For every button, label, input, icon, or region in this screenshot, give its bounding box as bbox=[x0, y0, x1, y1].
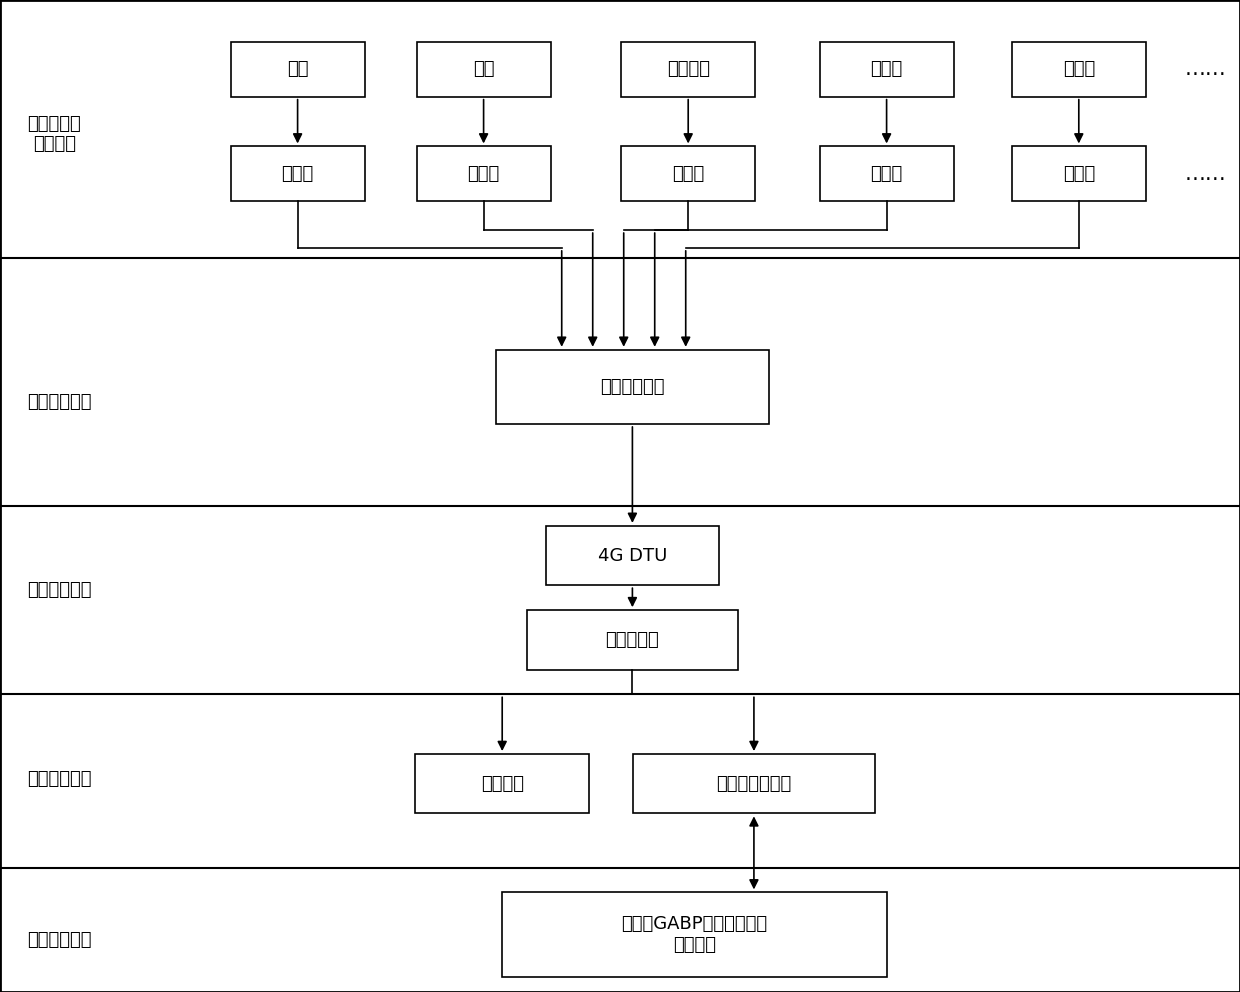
Text: 温湿度: 温湿度 bbox=[870, 61, 903, 78]
Text: 手机监测: 手机监测 bbox=[481, 775, 523, 793]
FancyBboxPatch shape bbox=[820, 146, 954, 200]
FancyBboxPatch shape bbox=[417, 146, 551, 200]
Text: 数据采集模块: 数据采集模块 bbox=[27, 393, 92, 411]
FancyBboxPatch shape bbox=[417, 42, 551, 96]
Text: 上位机远程监测: 上位机远程监测 bbox=[717, 775, 791, 793]
Text: 风速: 风速 bbox=[286, 61, 309, 78]
FancyBboxPatch shape bbox=[546, 526, 719, 585]
Text: 传感器: 传感器 bbox=[281, 165, 314, 183]
Text: 数据采集单元: 数据采集单元 bbox=[600, 378, 665, 396]
FancyBboxPatch shape bbox=[231, 146, 365, 200]
Text: 传感器: 传感器 bbox=[870, 165, 903, 183]
FancyBboxPatch shape bbox=[231, 42, 365, 96]
FancyBboxPatch shape bbox=[1012, 42, 1146, 96]
Text: 参数检测传
感器模块: 参数检测传 感器模块 bbox=[27, 114, 81, 154]
FancyBboxPatch shape bbox=[621, 42, 755, 96]
Text: 传感器: 传感器 bbox=[467, 165, 500, 183]
FancyBboxPatch shape bbox=[1012, 146, 1146, 200]
Text: 风速预测模块: 风速预测模块 bbox=[27, 931, 92, 949]
Text: 改进的GABP神经网络风速
预测模型: 改进的GABP神经网络风速 预测模型 bbox=[621, 915, 768, 954]
Text: 大气压力: 大气压力 bbox=[667, 61, 709, 78]
Text: 风向: 风向 bbox=[472, 61, 495, 78]
FancyBboxPatch shape bbox=[496, 350, 769, 425]
Text: 传感器: 传感器 bbox=[1063, 165, 1095, 183]
FancyBboxPatch shape bbox=[632, 754, 875, 813]
Text: 物联网平台: 物联网平台 bbox=[605, 631, 660, 649]
FancyBboxPatch shape bbox=[527, 610, 738, 670]
Text: 传感器: 传感器 bbox=[672, 165, 704, 183]
FancyBboxPatch shape bbox=[621, 146, 755, 200]
Text: ……: …… bbox=[1184, 60, 1226, 79]
FancyBboxPatch shape bbox=[415, 754, 589, 813]
Text: 数据通信模块: 数据通信模块 bbox=[27, 581, 92, 599]
Text: 光照度: 光照度 bbox=[1063, 61, 1095, 78]
Text: 参数监测模块: 参数监测模块 bbox=[27, 770, 92, 788]
Text: ……: …… bbox=[1184, 164, 1226, 184]
Text: 4G DTU: 4G DTU bbox=[598, 547, 667, 564]
FancyBboxPatch shape bbox=[820, 42, 954, 96]
FancyBboxPatch shape bbox=[502, 893, 887, 976]
